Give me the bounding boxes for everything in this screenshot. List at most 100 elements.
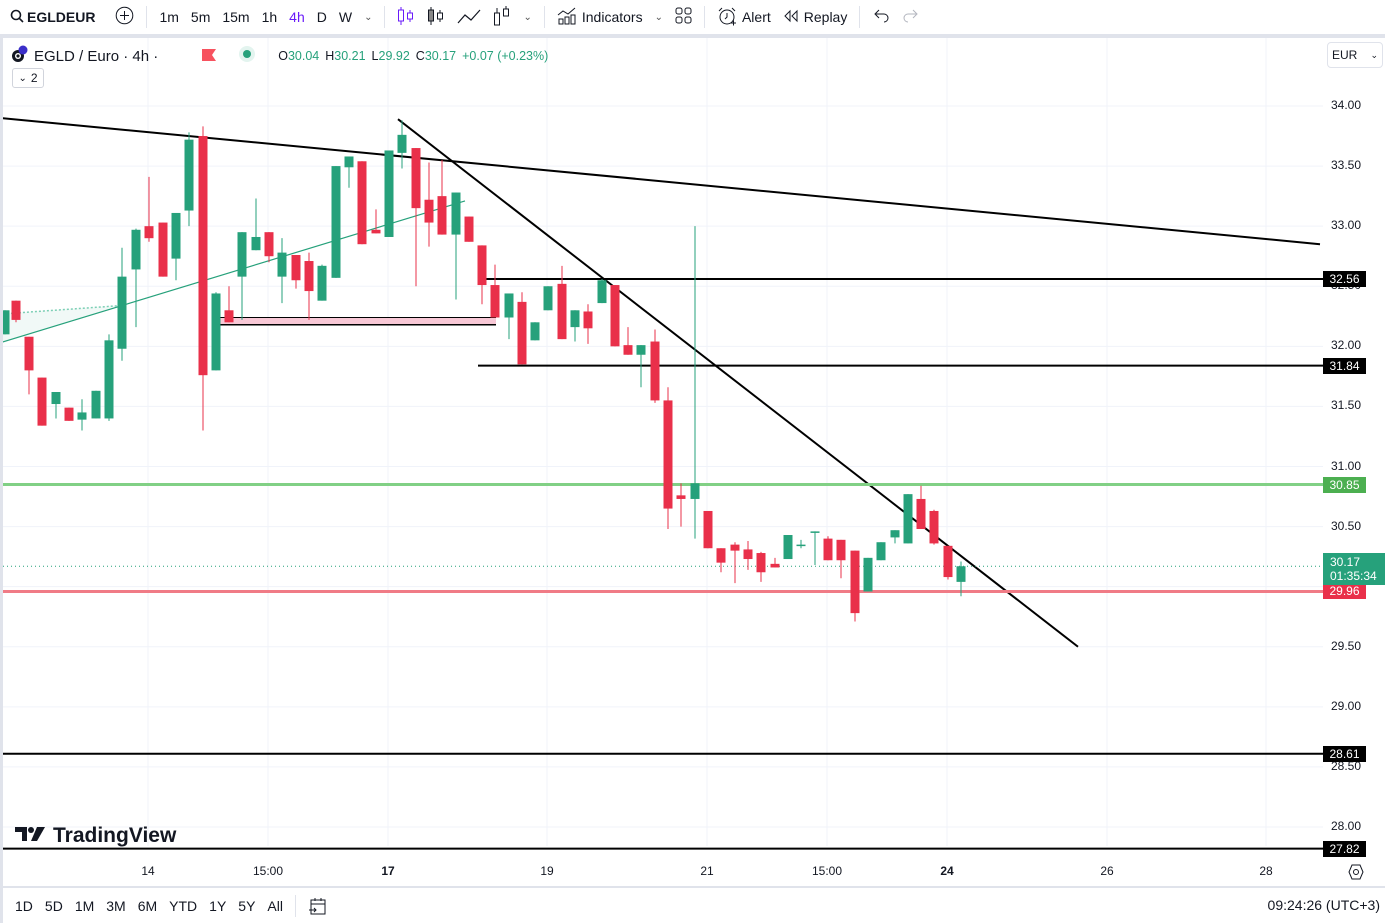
candle-body xyxy=(464,216,474,242)
timeframe-1m[interactable]: 1m xyxy=(159,9,179,25)
tradingview-watermark[interactable]: TradingView xyxy=(15,824,176,848)
egld-logo-icon xyxy=(11,45,29,67)
range-ytd[interactable]: YTD xyxy=(169,897,198,914)
axis-settings-icon[interactable] xyxy=(1348,864,1364,885)
candle-body xyxy=(437,196,447,235)
timeframe-w[interactable]: W xyxy=(338,9,353,25)
open-value: 30.04 xyxy=(287,49,320,63)
candle-body xyxy=(384,150,394,237)
time-tick: 19 xyxy=(540,864,554,878)
candle-body xyxy=(77,412,87,420)
candle-body xyxy=(224,310,234,323)
timeframe-d[interactable]: D xyxy=(316,9,327,25)
range-6m[interactable]: 6M xyxy=(137,897,158,914)
trend-line xyxy=(3,117,1321,246)
time-tick: 17 xyxy=(381,864,395,878)
candle-body xyxy=(876,542,886,561)
candle-body xyxy=(371,229,381,234)
candle-body xyxy=(623,345,633,355)
candle-body xyxy=(597,280,607,304)
candle-body xyxy=(198,136,208,376)
timeframe-group: 1m 5m 15m 1h 4h D W xyxy=(153,2,358,32)
candle-body xyxy=(943,545,953,578)
symbol-search-button[interactable]: EGLDEUR xyxy=(0,2,101,32)
chart-pane[interactable]: EGLD / Euro · 4h · O30.04 H30.21 L29.92 … xyxy=(3,38,1385,886)
candle-body xyxy=(543,286,553,311)
price-tick: 29.50 xyxy=(1331,638,1362,653)
top-toolbar: EGLDEUR 1m 5m 15m 1h 4h D W ⌄ ⌄ xyxy=(0,0,1385,34)
price-tick: 28.50 xyxy=(1331,758,1362,773)
candle-body xyxy=(291,255,301,281)
price-tick: 29.00 xyxy=(1331,698,1362,713)
timeframe-15m[interactable]: 15m xyxy=(222,9,250,25)
chart-type-columns-button[interactable] xyxy=(487,2,517,32)
chart-type-dropdown[interactable]: ⌄ xyxy=(517,2,537,32)
candle-body xyxy=(730,544,740,551)
compare-symbol-button[interactable] xyxy=(109,2,140,32)
indicator-collapse-button[interactable]: ⌄ 2 xyxy=(12,68,44,88)
market-status-icon[interactable] xyxy=(238,45,256,67)
timeframe-5m[interactable]: 5m xyxy=(190,9,211,25)
currency-select[interactable]: EUR ⌄ xyxy=(1327,42,1383,68)
candle-body xyxy=(264,232,274,257)
change-value: +0.07 (+0.23%) xyxy=(462,49,549,63)
replay-icon xyxy=(783,9,799,26)
line-chart-icon xyxy=(457,7,481,28)
range-1m[interactable]: 1M xyxy=(74,897,95,914)
range-5d[interactable]: 5D xyxy=(44,897,63,914)
redo-icon xyxy=(902,9,920,26)
chart-type-candles-button[interactable] xyxy=(391,2,421,32)
candle-body xyxy=(37,377,47,426)
candle-body xyxy=(796,544,806,547)
timeframe-4h[interactable]: 4h xyxy=(289,9,305,25)
layouts-button[interactable] xyxy=(669,2,698,32)
price-tick: 31.00 xyxy=(1331,458,1362,473)
undo-button[interactable] xyxy=(866,2,896,32)
range-1d[interactable]: 1D xyxy=(15,897,33,914)
chart-type-line-button[interactable] xyxy=(451,2,487,32)
candle-body xyxy=(11,300,21,320)
indicators-icon xyxy=(557,7,577,28)
time-tick: 15:00 xyxy=(811,864,843,878)
replay-button[interactable]: Replay xyxy=(777,2,854,32)
candle-body xyxy=(424,199,434,223)
candle-body xyxy=(451,192,461,235)
flag-icon[interactable] xyxy=(202,48,217,65)
candle-body xyxy=(24,336,34,371)
alert-label: Alert xyxy=(741,9,771,25)
bottom-toolbar: 1D 5D 1M 3M 6M YTD 1Y 5Y All 09:24:26 (U… xyxy=(3,888,1385,923)
candle-body xyxy=(570,310,580,328)
redo-button[interactable] xyxy=(896,2,926,32)
candle-body xyxy=(770,563,780,568)
candle-body xyxy=(477,245,487,286)
candle-body xyxy=(650,341,660,401)
price-level-label: 31.84 xyxy=(1323,357,1366,374)
candle-body xyxy=(810,531,820,533)
goto-date-button[interactable] xyxy=(308,896,328,916)
alert-button[interactable]: Alert xyxy=(711,2,777,32)
high-value: 30.21 xyxy=(334,49,366,63)
timeframe-1h[interactable]: 1h xyxy=(261,9,278,25)
chart-type-hollow-button[interactable] xyxy=(421,2,451,32)
range-5y[interactable]: 5Y xyxy=(238,897,256,914)
range-all[interactable]: All xyxy=(267,897,283,914)
currency-value: EUR xyxy=(1332,48,1358,62)
candlestick-chart[interactable] xyxy=(3,38,1385,886)
candle-body xyxy=(756,553,766,573)
candle-body xyxy=(903,494,913,544)
range-3m[interactable]: 3M xyxy=(106,897,126,914)
tradingview-logo-icon xyxy=(15,824,47,848)
price-level-label: 27.82 xyxy=(1323,840,1366,857)
clock-timezone[interactable]: 09:24:26 (UTC+3) xyxy=(1267,897,1380,913)
indicators-dropdown[interactable]: ⌄ xyxy=(649,2,669,32)
candle-body xyxy=(690,483,700,499)
indicators-button[interactable]: Indicators xyxy=(551,2,649,32)
range-1y[interactable]: 1Y xyxy=(209,897,227,914)
time-tick: 14 xyxy=(141,864,155,878)
price-tick: 30.50 xyxy=(1331,518,1362,533)
candle-body xyxy=(490,285,500,318)
timeframe-dropdown[interactable]: ⌄ xyxy=(358,2,378,32)
low-value: 29.92 xyxy=(378,49,410,63)
price-tick: 32.00 xyxy=(1331,338,1362,353)
last-price-value: 30.17 xyxy=(1330,555,1361,570)
